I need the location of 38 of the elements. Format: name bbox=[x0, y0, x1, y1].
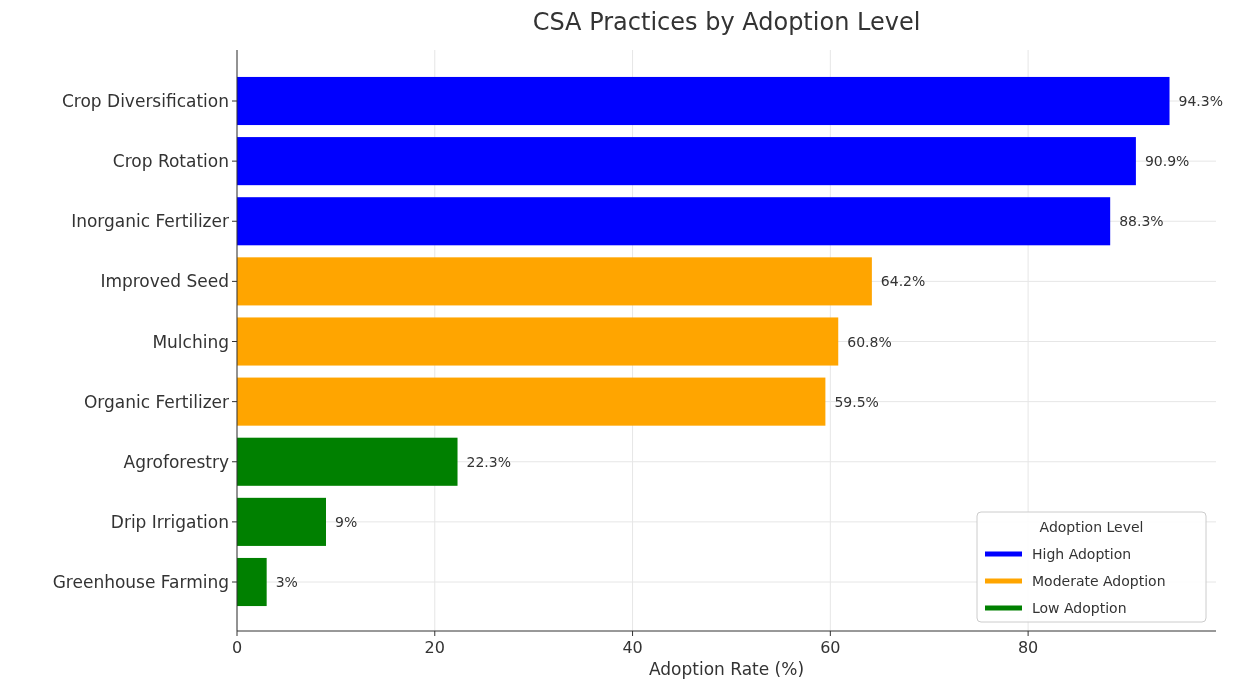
y-tick-label: Inorganic Fertilizer bbox=[71, 211, 230, 232]
data-label: 94.3% bbox=[1178, 93, 1224, 109]
x-tick-label: 20 bbox=[424, 638, 445, 657]
bar bbox=[237, 497, 326, 546]
legend-title: Adoption Level bbox=[1039, 519, 1144, 535]
data-label: 59.5% bbox=[834, 393, 879, 410]
legend-label: High Adoption bbox=[1032, 546, 1132, 562]
y-tick-label: Greenhouse Farming bbox=[52, 572, 229, 592]
data-label: 88.3% bbox=[1119, 213, 1164, 230]
bar bbox=[237, 377, 826, 426]
bar bbox=[237, 137, 1136, 186]
data-label: 9% bbox=[335, 513, 358, 530]
y-tick-label: Crop Rotation bbox=[112, 151, 229, 172]
y-tick-label: Drip Irrigation bbox=[110, 511, 229, 532]
data-label: 90.9% bbox=[1144, 153, 1190, 170]
chart-title: CSA Practices by Adoption Level bbox=[532, 8, 921, 36]
y-tick-label: Agroforestry bbox=[123, 451, 229, 472]
bar bbox=[237, 317, 839, 366]
legend-label: Moderate Adoption bbox=[1032, 573, 1166, 589]
bar bbox=[237, 557, 267, 607]
x-tick-label: 80 bbox=[1017, 638, 1039, 657]
data-label: 22.3% bbox=[466, 453, 512, 470]
x-tick-label: 0 bbox=[231, 638, 243, 657]
bar bbox=[237, 437, 458, 486]
y-tick-label: Organic Fertilizer bbox=[83, 391, 230, 412]
y-tick-label: Improved Seed bbox=[100, 271, 229, 292]
legend-label: Low Adoption bbox=[1032, 600, 1127, 616]
x-tick-label: 60 bbox=[820, 638, 841, 657]
data-label: 3% bbox=[275, 574, 298, 590]
data-label: 64.2% bbox=[880, 273, 926, 290]
bar bbox=[237, 257, 872, 306]
y-tick-label: Mulching bbox=[152, 331, 229, 352]
x-axis-title: Adoption Rate (%) bbox=[648, 659, 805, 679]
bar bbox=[237, 76, 1170, 126]
x-tick-label: 40 bbox=[622, 638, 643, 657]
y-tick-label: Crop Diversification bbox=[61, 91, 229, 111]
data-label: 60.8% bbox=[847, 333, 892, 350]
bar bbox=[237, 197, 1111, 246]
